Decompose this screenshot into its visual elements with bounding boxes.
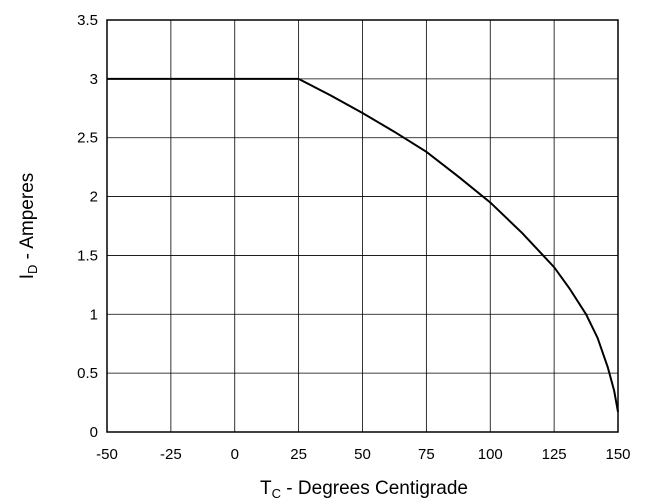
plot-frame — [106, 19, 619, 433]
x-tick-label: 75 — [418, 446, 435, 463]
x-axis-title-rest: - Degrees Centigrade — [281, 478, 468, 499]
x-tick-label: 150 — [605, 446, 630, 463]
y-tick-label: 3 — [90, 71, 98, 88]
y-axis-title: ID - Amperes — [17, 173, 40, 280]
x-tick-label: 25 — [290, 446, 307, 463]
x-tick-label: -50 — [96, 446, 118, 463]
y-tick-label: 2 — [90, 189, 98, 206]
y-tick-label: 1 — [90, 306, 98, 323]
y-tick-label: 0 — [90, 424, 98, 441]
x-tick-label: -25 — [160, 446, 182, 463]
y-axis-title-rest: - Amperes — [17, 173, 38, 265]
x-tick-label: 0 — [231, 446, 239, 463]
x-axis-title: TC - Degrees Centigrade — [260, 478, 468, 499]
y-tick-label: 1.5 — [77, 247, 98, 264]
x-tick-labels: -50 -25 0 25 50 75 100 125 150 — [96, 446, 630, 463]
x-axis-title-main: T — [260, 478, 272, 499]
y-tick-label: 3.5 — [77, 12, 98, 29]
y-axis-title-subscript: D — [25, 265, 40, 274]
y-axis-title-main: I — [17, 274, 38, 279]
y-tick-label: 0.5 — [77, 365, 98, 382]
y-tick-labels: 0 0.5 1 1.5 2 2.5 3 3.5 — [77, 12, 98, 441]
x-tick-label: 125 — [542, 446, 567, 463]
series-line-current — [107, 77, 619, 413]
grid-lines — [106, 19, 619, 433]
y-tick-label: 2.5 — [77, 130, 98, 147]
x-axis-title-subscript: C — [272, 486, 281, 499]
x-tick-label: 100 — [478, 446, 503, 463]
x-tick-label: 50 — [354, 446, 371, 463]
